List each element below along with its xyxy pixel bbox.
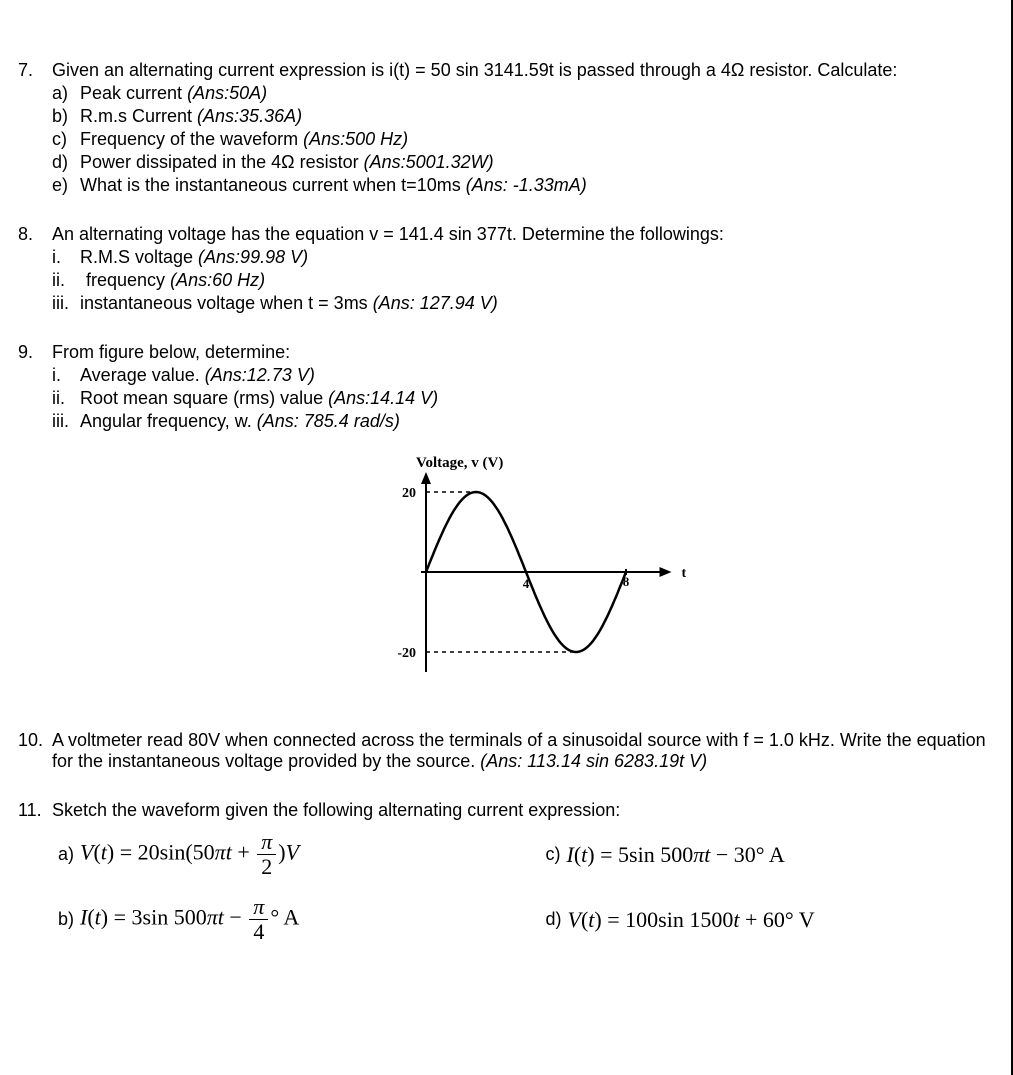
part-text: Angular frequency, w. (Ans: 785.4 rad/s) (80, 411, 993, 432)
q7-part-b: b) R.m.s Current (Ans:35.36A) (52, 106, 993, 127)
part-text: Root mean square (rms) value (Ans:14.14 … (80, 388, 993, 409)
part-label: c) (52, 129, 80, 150)
q7-part-c: c) Frequency of the waveform (Ans:500 Hz… (52, 129, 993, 150)
question-8: 8. An alternating voltage has the equati… (18, 224, 993, 314)
svg-text:-20: -20 (397, 646, 416, 661)
part-label: i. (52, 247, 80, 268)
eq-label: c) (546, 844, 561, 865)
question-7: 7. Given an alternating current expressi… (18, 60, 993, 196)
part-label: ii. (52, 388, 80, 409)
part-label: e) (52, 175, 80, 196)
part-label: iii. (52, 411, 80, 432)
q10-text: A voltmeter read 80V when connected acro… (52, 730, 993, 772)
part-text: What is the instantaneous current when t… (80, 175, 993, 196)
eq-b-math: I(t) = 3sin 500πt − π4° A (80, 896, 299, 943)
sine-wave-svg: Voltage, v (V)time, t (ms)20-2048 (326, 442, 686, 702)
eq-a-math: V(t) = 20sin(50πt + π2)V (80, 831, 299, 878)
eq-c-math: I(t) = 5sin 500πt − 30° A (567, 842, 785, 868)
part-text: Power dissipated in the 4Ω resistor (Ans… (80, 152, 993, 173)
part-text: instantaneous voltage when t = 3ms (Ans:… (80, 293, 993, 314)
eq-label: a) (58, 844, 74, 865)
q7-part-a: a) Peak current (Ans:50A) (52, 83, 993, 104)
part-label: ii. (52, 270, 86, 291)
svg-text:time, t (ms): time, t (ms) (681, 566, 686, 581)
question-10: 10. A voltmeter read 80V when connected … (18, 730, 993, 772)
q8-part-ii: ii. frequency (Ans:60 Hz) (52, 270, 993, 291)
q9-stem: From figure below, determine: (52, 342, 993, 363)
part-label: d) (52, 152, 80, 173)
part-text: frequency (Ans:60 Hz) (86, 270, 993, 291)
q8-part-i: i. R.M.S voltage (Ans:99.98 V) (52, 247, 993, 268)
q7-stem: Given an alternating current expression … (52, 60, 993, 81)
q11-eq-a: a) V(t) = 20sin(50πt + π2)V (58, 831, 506, 878)
q11-stem: Sketch the waveform given the following … (52, 800, 993, 821)
part-text: Peak current (Ans:50A) (80, 83, 993, 104)
q8-part-iii: iii. instantaneous voltage when t = 3ms … (52, 293, 993, 314)
q9-waveform-chart: Voltage, v (V)time, t (ms)20-2048 (18, 442, 993, 702)
q11-number: 11. (18, 800, 52, 821)
part-label: iii. (52, 293, 80, 314)
question-11: 11. Sketch the waveform given the follow… (18, 800, 993, 943)
eq-label: d) (546, 909, 562, 930)
q8-stem: An alternating voltage has the equation … (52, 224, 993, 245)
part-label: a) (52, 83, 80, 104)
q7-part-d: d) Power dissipated in the 4Ω resistor (… (52, 152, 993, 173)
q7-part-e: e) What is the instantaneous current whe… (52, 175, 993, 196)
part-text: Frequency of the waveform (Ans:500 Hz) (80, 129, 993, 150)
part-text: R.M.S voltage (Ans:99.98 V) (80, 247, 993, 268)
part-label: i. (52, 365, 80, 386)
q11-eq-c: c) I(t) = 5sin 500πt − 30° A (546, 831, 994, 878)
q9-part-i: i. Average value. (Ans:12.73 V) (52, 365, 993, 386)
part-label: b) (52, 106, 80, 127)
eq-d-math: V(t) = 100sin 1500t + 60° V (568, 907, 815, 933)
q9-part-ii: ii. Root mean square (rms) value (Ans:14… (52, 388, 993, 409)
svg-text:Voltage, v (V): Voltage, v (V) (416, 455, 503, 471)
document-page: 7. Given an alternating current expressi… (0, 0, 1013, 1075)
part-text: Average value. (Ans:12.73 V) (80, 365, 993, 386)
eq-label: b) (58, 909, 74, 930)
q9-part-iii: iii. Angular frequency, w. (Ans: 785.4 r… (52, 411, 993, 432)
question-9: 9. From figure below, determine: i. Aver… (18, 342, 993, 702)
part-text: R.m.s Current (Ans:35.36A) (80, 106, 993, 127)
q11-eq-b: b) I(t) = 3sin 500πt − π4° A (58, 896, 506, 943)
q11-eq-d: d) V(t) = 100sin 1500t + 60° V (546, 896, 994, 943)
q10-number: 10. (18, 730, 52, 751)
q7-number: 7. (18, 60, 52, 81)
q8-number: 8. (18, 224, 52, 245)
q9-number: 9. (18, 342, 52, 363)
svg-text:20: 20 (402, 486, 416, 501)
